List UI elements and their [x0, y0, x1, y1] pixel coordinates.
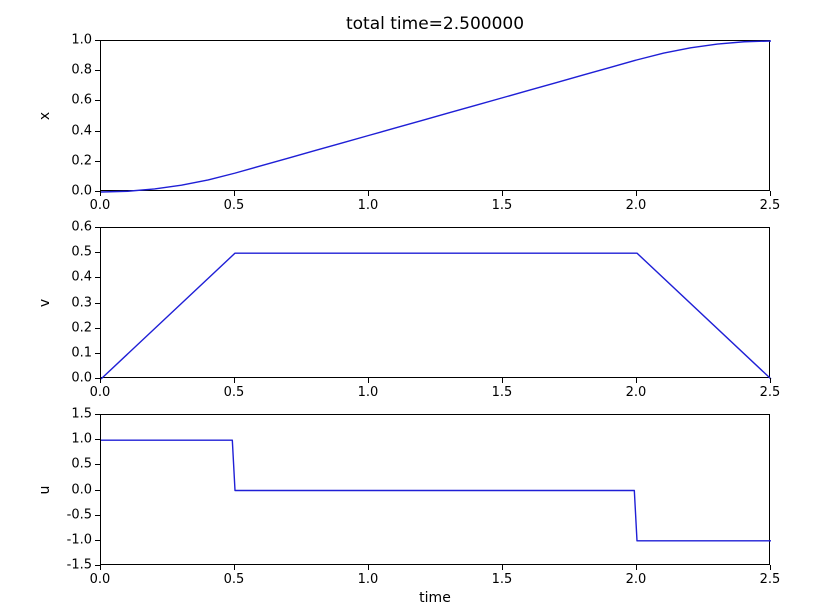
xtick: [100, 191, 101, 196]
xtick-label: 1.0: [358, 572, 379, 587]
ytick-label: 0.6: [71, 93, 92, 108]
chart-title: total time=2.500000: [346, 14, 524, 34]
xtick-label: 1.5: [492, 198, 513, 213]
ytick: [95, 353, 100, 354]
xtick: [234, 378, 235, 383]
ytick-label: 0.0: [71, 184, 92, 199]
panel-u: [100, 414, 770, 565]
xtick-label: 2.0: [626, 198, 647, 213]
line-v: [101, 228, 771, 379]
xtick: [770, 565, 771, 570]
xtick: [368, 565, 369, 570]
xtick: [770, 378, 771, 383]
xtick-label: 0.0: [90, 385, 111, 400]
ytick: [95, 328, 100, 329]
ytick-label: 0.1: [71, 345, 92, 360]
xtick-label: 0.0: [90, 198, 111, 213]
ytick-label: 0.0: [71, 482, 92, 497]
ytick-label: 0.2: [71, 153, 92, 168]
xtick: [636, 565, 637, 570]
xtick: [502, 191, 503, 196]
xtick: [368, 378, 369, 383]
xtick: [636, 378, 637, 383]
ytick-label: 0.2: [71, 320, 92, 335]
xtick: [770, 191, 771, 196]
ytick-label: -1.5: [67, 558, 92, 573]
xtick-label: 0.5: [224, 198, 245, 213]
xtick-label: 1.0: [358, 198, 379, 213]
ytick: [95, 303, 100, 304]
ytick: [95, 277, 100, 278]
xtick-label: 2.5: [760, 572, 781, 587]
ytick: [95, 490, 100, 491]
ytick-label: 1.5: [71, 407, 92, 422]
ytick-label: 0.0: [71, 371, 92, 386]
ytick-label: 0.3: [71, 295, 92, 310]
ytick: [95, 414, 100, 415]
ytick: [95, 70, 100, 71]
line-u: [101, 415, 771, 566]
ytick-label: 0.5: [71, 457, 92, 472]
ytick-label: 0.6: [71, 220, 92, 235]
xtick: [502, 565, 503, 570]
ytick-label: 0.4: [71, 270, 92, 285]
ytick-label: 0.8: [71, 63, 92, 78]
xtick-label: 0.5: [224, 572, 245, 587]
xtick-label: 1.0: [358, 385, 379, 400]
ytick-label: 0.4: [71, 123, 92, 138]
ytick: [95, 100, 100, 101]
xtick-label: 1.5: [492, 385, 513, 400]
ytick: [95, 40, 100, 41]
xtick: [234, 191, 235, 196]
panel-v: [100, 227, 770, 378]
xtick-label: 1.5: [492, 572, 513, 587]
ytick: [95, 439, 100, 440]
xtick: [234, 565, 235, 570]
ytick-label: 1.0: [71, 33, 92, 48]
ytick: [95, 540, 100, 541]
xtick: [502, 378, 503, 383]
xtick: [100, 565, 101, 570]
xtick-label: 2.5: [760, 385, 781, 400]
ylabel-v: v: [37, 298, 53, 306]
ytick-label: -1.0: [67, 532, 92, 547]
figure: total time=2.500000 x v u time 0.0 0.2 0.4…: [0, 0, 815, 615]
ytick: [95, 515, 100, 516]
xtick-label: 2.0: [626, 572, 647, 587]
ytick: [95, 464, 100, 465]
xtick: [368, 191, 369, 196]
ylabel-u: u: [37, 485, 53, 494]
ylabel-x: x: [37, 111, 53, 119]
line-x: [101, 41, 771, 192]
ytick: [95, 161, 100, 162]
xtick: [636, 191, 637, 196]
xtick: [100, 378, 101, 383]
xlabel: time: [419, 590, 451, 606]
ytick: [95, 252, 100, 253]
ytick-label: 1.0: [71, 432, 92, 447]
ytick: [95, 131, 100, 132]
panel-x: [100, 40, 770, 191]
xtick-label: 2.5: [760, 198, 781, 213]
xtick-label: 0.0: [90, 572, 111, 587]
ytick: [95, 227, 100, 228]
ytick-label: 0.5: [71, 245, 92, 260]
xtick-label: 0.5: [224, 385, 245, 400]
xtick-label: 2.0: [626, 385, 647, 400]
ytick-label: -0.5: [67, 507, 92, 522]
